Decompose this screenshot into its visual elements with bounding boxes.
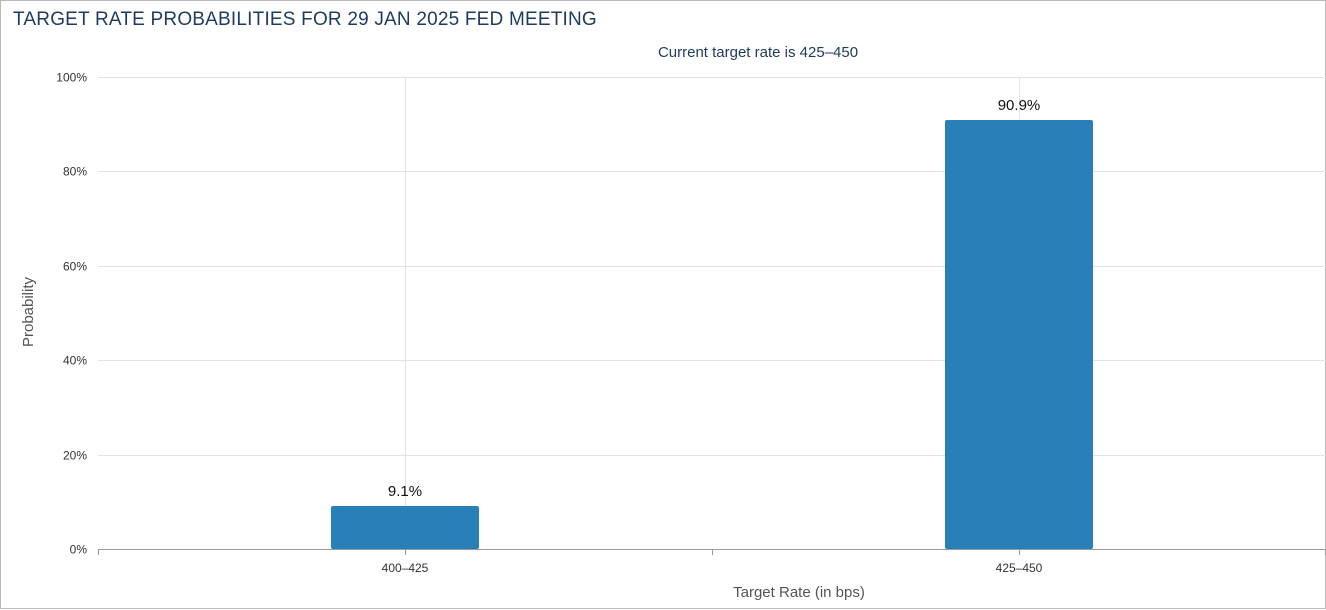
bar-425–450[interactable] — [945, 119, 1093, 550]
y-tick-label: 80% — [63, 165, 87, 179]
chart-title: TARGET RATE PROBABILITIES FOR 29 JAN 202… — [13, 9, 597, 30]
bar-400–425[interactable] — [331, 506, 479, 549]
bar-data-label: 9.1% — [388, 483, 422, 500]
y-tick-label: 60% — [63, 260, 87, 274]
y-tick-label: 20% — [63, 449, 87, 463]
bar-data-label: 90.9% — [998, 97, 1041, 114]
axes — [98, 549, 1326, 555]
chart-subtitle: Current target rate is 425–450 — [658, 44, 858, 61]
bars — [331, 119, 1093, 550]
y-tick-label: 100% — [56, 71, 87, 85]
x-axis-title: Target Rate (in bps) — [733, 584, 865, 601]
y-tick-label: 40% — [63, 354, 87, 368]
x-tick-label: 425–450 — [996, 561, 1043, 575]
x-tick-label: 400–425 — [382, 561, 429, 575]
y-tick-label: 0% — [70, 543, 88, 557]
labels: 0% 20% 40% 60% 80% 100% 9.1% 400–425 90.9% 425–45… — [56, 71, 1042, 576]
y-axis-title: Probability — [20, 276, 37, 347]
grid — [98, 77, 1326, 549]
